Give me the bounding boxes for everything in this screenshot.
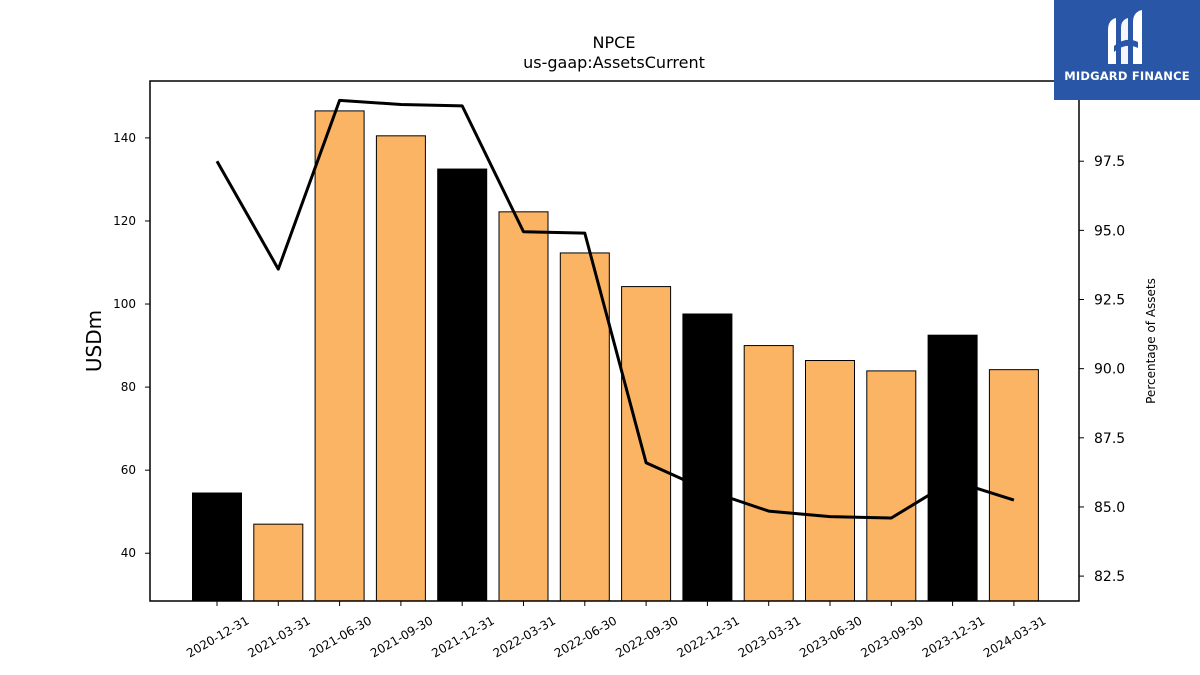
- x-tick-label: 2023-03-31: [736, 613, 803, 660]
- x-tick-label: 2022-09-30: [613, 613, 680, 660]
- y-tick-label: 120: [113, 214, 136, 228]
- y-right-tick-label: 87.5: [1094, 431, 1125, 447]
- y-right-tick-label: 85.0: [1094, 500, 1125, 516]
- bar-2022-12-31: [682, 313, 733, 602]
- x-tick-label: 2021-12-31: [429, 613, 496, 660]
- y-right-tick-label: 90.0: [1094, 362, 1125, 378]
- bar-2022-03-31: [498, 211, 549, 602]
- midgard-mark-icon: [1108, 10, 1142, 64]
- bar-2021-06-30: [314, 110, 365, 602]
- x-tick-label: 2022-12-31: [674, 613, 741, 660]
- line-series: [215, 98, 1015, 520]
- y-right-tick-label: 82.5: [1094, 569, 1125, 585]
- y-tick-label: 80: [121, 380, 136, 394]
- brand-logo: MIDGARD FINANCE: [1054, 0, 1200, 100]
- y-right-tick-label: 97.5: [1094, 154, 1125, 170]
- x-tick-label: 2021-06-30: [307, 613, 374, 660]
- x-tick-label: 2023-09-30: [858, 613, 925, 660]
- bar-2021-03-31: [253, 523, 304, 602]
- y-tick-label: 40: [121, 546, 136, 560]
- y-right-tick-label: 95.0: [1094, 223, 1125, 239]
- chart-subtitle: us-gaap:AssetsCurrent: [523, 53, 705, 72]
- bar-2021-09-30: [375, 135, 426, 602]
- x-tick-label: 2022-06-30: [552, 613, 619, 660]
- y-axis-right: 82.5 85.0 87.5 90.0 92.5 95.0 97.5: [1079, 154, 1125, 585]
- plot-frame: [149, 80, 1080, 602]
- bar-2023-09-30: [866, 370, 917, 602]
- bar-2023-12-31: [927, 334, 978, 602]
- x-tick-label: 2023-06-30: [797, 613, 864, 660]
- x-tick-label: 2021-09-30: [368, 613, 435, 660]
- x-tick-label: 2020-12-31: [184, 613, 251, 660]
- y-axis-right-label: Percentage of Assets: [1144, 278, 1158, 404]
- x-tick-label: 2023-12-31: [920, 613, 987, 660]
- x-tick-label: 2022-03-31: [491, 613, 558, 660]
- y-tick-label: 140: [113, 131, 136, 145]
- bar-series: [192, 110, 1039, 602]
- y-tick-label: 100: [113, 297, 136, 311]
- y-axis-label: USDm: [82, 310, 106, 372]
- y-axis-left: 40 60 80 100 120 140: [113, 131, 150, 560]
- y-right-tick-label: 92.5: [1094, 293, 1125, 309]
- bar-2023-03-31: [743, 345, 794, 602]
- x-axis: 2020-12-312021-03-312021-06-302021-09-30…: [184, 601, 1048, 660]
- bar-2022-06-30: [559, 252, 610, 602]
- bar-2022-09-30: [621, 286, 672, 602]
- brand-name: MIDGARD FINANCE: [1064, 69, 1190, 83]
- bar-2024-03-31: [988, 369, 1039, 602]
- bar-2021-12-31: [437, 168, 488, 602]
- x-tick-label: 2024-03-31: [981, 613, 1048, 660]
- bar-2020-12-31: [192, 492, 242, 602]
- bar-2023-06-30: [805, 360, 855, 602]
- chart-title: NPCE: [593, 33, 636, 52]
- y-tick-label: 60: [121, 463, 136, 477]
- percentage-line: [215, 98, 1015, 520]
- x-tick-label: 2021-03-31: [245, 613, 312, 660]
